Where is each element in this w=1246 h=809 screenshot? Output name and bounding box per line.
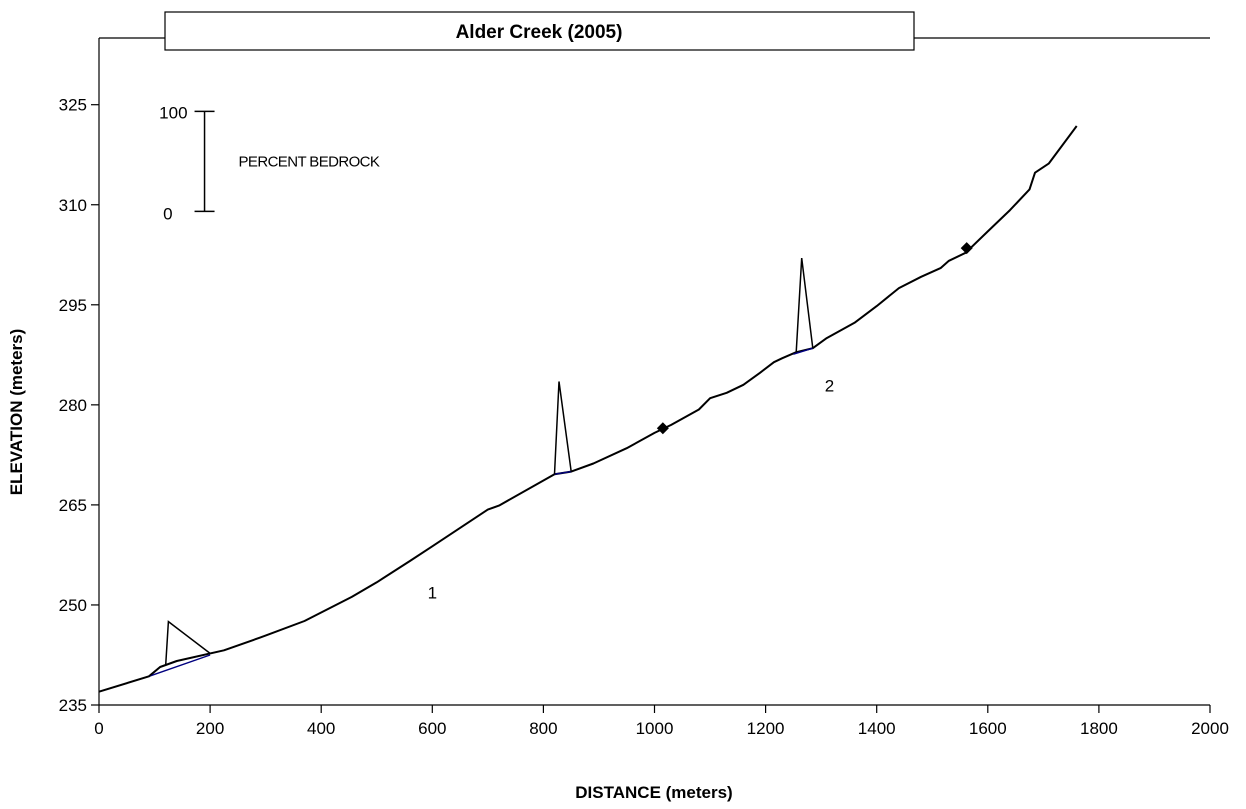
y-tick-label: 250 (59, 596, 87, 615)
x-tick-label: 1200 (747, 719, 785, 738)
y-tick-label: 280 (59, 396, 87, 415)
title-box: Alder Creek (2005) (164, 11, 915, 51)
scale-bottom-label: 0 (163, 204, 172, 223)
y-tick-label: 295 (59, 296, 87, 315)
channel-segment (148, 654, 211, 677)
scale-top-label: 100 (159, 103, 187, 122)
scale-bar-label: PERCENT BEDROCK (239, 153, 380, 170)
x-tick-label: 800 (529, 719, 557, 738)
y-tick-label: 325 (59, 96, 87, 115)
y-tick-label: 310 (59, 196, 87, 215)
bedrock-spike (795, 258, 814, 353)
axes: 0 200 400 600 800 1000 1200 1400 1600 1800 2000235… (59, 37, 1229, 738)
diamond-marker (656, 422, 669, 435)
marks-layer: 1 2 100 0 PERCENT BEDROCK (148, 103, 973, 677)
x-tick-label: 1800 (1080, 719, 1118, 738)
x-tick-label: 600 (418, 719, 446, 738)
profile-line (98, 125, 1078, 693)
y-tick-label: 265 (59, 496, 87, 515)
x-tick-label: 400 (307, 719, 335, 738)
x-tick-label: 1400 (858, 719, 896, 738)
title-frame (164, 11, 915, 51)
x-axis-title: DISTANCE (meters) (575, 783, 732, 802)
x-tick-label: 1600 (969, 719, 1007, 738)
diamond-marker (960, 242, 973, 255)
x-tick-label: 0 (94, 719, 103, 738)
x-tick-label: 1000 (636, 719, 674, 738)
channel-segment (554, 470, 572, 475)
x-tick-label: 2000 (1191, 719, 1229, 738)
reach-label: 1 (428, 583, 437, 602)
y-tick-label: 235 (59, 696, 87, 715)
bedrock-spike (553, 381, 572, 475)
bedrock-spike (148, 620, 211, 677)
y-axis-title: ELEVATION (meters) (7, 329, 26, 496)
reach-label: 2 (825, 377, 834, 396)
series-layer (98, 125, 1078, 693)
channel-segment (793, 347, 814, 355)
x-tick-label: 200 (196, 719, 224, 738)
chart-title: Alder Creek (2005) (456, 22, 623, 43)
